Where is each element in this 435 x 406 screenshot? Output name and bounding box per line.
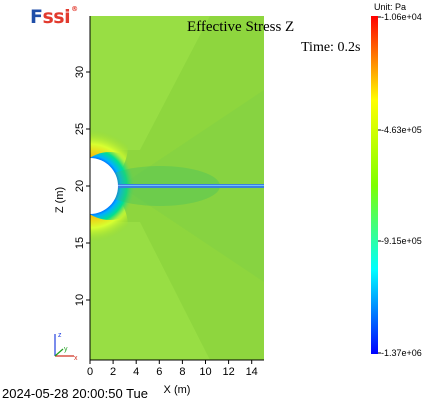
fssi-logo: Fssi®: [30, 5, 78, 28]
axes-triad-icon: z y x: [54, 332, 78, 362]
svg-text:y: y: [64, 346, 68, 353]
x-tick-label: 0: [87, 366, 93, 378]
y-axis-ticks: 10 15 20 25 30: [74, 66, 90, 306]
colorbar-max-label: -1.06e+04: [381, 12, 422, 22]
y-tick-label: 15: [74, 237, 86, 249]
x-tick-label: 2: [110, 366, 116, 378]
y-tick-label: 10: [74, 294, 86, 306]
time-label: Time: 0.2s: [301, 40, 361, 55]
x-axis-label: X (m): [164, 384, 191, 396]
y-axis-label: Z (m): [54, 187, 66, 213]
x-tick-label: 6: [156, 366, 162, 378]
colorbar-mid-low-label: -9.15e+05: [381, 236, 422, 246]
x-tick-label: 8: [179, 366, 185, 378]
x-tick-label: 10: [199, 366, 211, 378]
x-tick-label: 14: [246, 366, 258, 378]
y-tick-label: 20: [74, 180, 86, 192]
tunnel-hole: [90, 158, 118, 214]
y-tick-label: 30: [74, 66, 86, 78]
y-tick-label: 25: [74, 123, 86, 135]
colorbar-mid-high-label: -4.63e+05: [381, 125, 422, 135]
colorbar: [371, 16, 378, 354]
plot-title: Effective Stress Z: [187, 19, 295, 35]
x-tick-label: 12: [222, 366, 234, 378]
timestamp: 2024-05-28 20:00:50 Tue: [2, 386, 149, 401]
x-axis-ticks: 0 2 4 6 8 10 12 14: [87, 360, 258, 378]
x-tick-label: 4: [133, 366, 139, 378]
colorbar-min-label: -1.37e+06: [381, 348, 422, 358]
svg-text:x: x: [74, 355, 78, 362]
colorbar-unit: Unit: Pa: [374, 2, 407, 12]
svg-text:z: z: [58, 332, 62, 339]
